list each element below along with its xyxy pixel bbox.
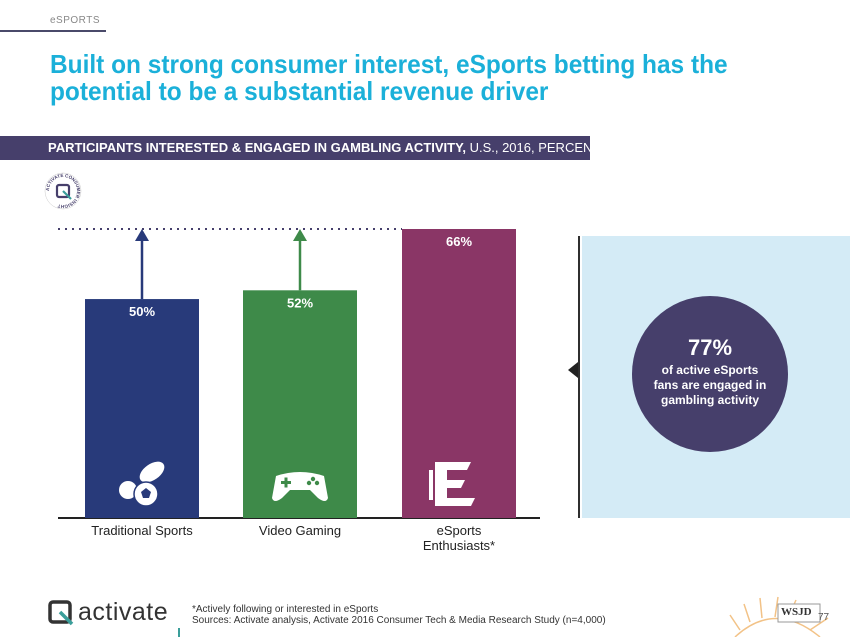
callout-percent: 77% [687,335,733,360]
soccer-patch [141,488,151,498]
bar-3 [402,229,516,518]
activate-logo-icon [48,599,74,625]
button-a [310,476,316,482]
banner-bold-text: PARTICIPANTS INTERESTED & ENGAGED IN GAM… [48,140,466,155]
dpad-v [284,477,288,488]
baseball-shape [119,481,137,499]
category-label: eSports [437,523,482,538]
callout-circle: 77% of active eSports fans are engaged i… [632,296,788,452]
page-number: 77 [818,612,830,623]
bar-value-label: 52% [287,295,313,310]
category-label: Traditional Sports [91,523,193,538]
growth-arrow-head-icon [135,229,149,241]
button-b [314,480,320,486]
footnotes: *Actively following or interested in eSp… [192,604,606,626]
headline: Built on strong consumer interest, eSpor… [50,49,728,106]
section-tag-rule [0,30,106,32]
callout-text: of active eSports fans are engaged in ga… [653,363,767,407]
footnote-sources: Sources: Activate analysis, Activate 201… [192,615,606,626]
esports-e-accent [429,470,433,500]
esports-e-shape [435,462,475,506]
category-label: Video Gaming [259,523,341,538]
category-label: Enthusiasts* [423,538,495,553]
footnote-definition: *Actively following or interested in eSp… [192,604,379,615]
gamepad-icon [272,472,328,501]
section-tag: eSPORTS [50,15,100,26]
logo-text: activate [78,598,169,626]
button-x [306,480,312,486]
callout-pointer-icon [568,362,578,378]
football-shape [139,461,165,483]
bar-1 [85,299,199,518]
consumer-insight-seal-icon: ACTIVATE CONSUMER INSIGHT [44,172,82,210]
activate-logo: activate [48,598,168,627]
growth-arrow-head-icon [293,229,307,241]
sports-balls-icon [119,461,165,507]
corner-brand: WSJD [781,606,812,618]
banner-regular-text: U.S., 2016, PERCENT [465,140,601,155]
corner-watermark-icon [729,596,829,637]
bar-value-label: 50% [129,304,155,319]
esports-e-icon [429,462,475,506]
footer-divider [178,628,180,637]
bar-value-label: 66% [446,234,472,249]
callout-panel-divider [578,236,580,518]
chart-title-banner: PARTICIPANTS INTERESTED & ENGAGED IN GAM… [0,136,600,160]
